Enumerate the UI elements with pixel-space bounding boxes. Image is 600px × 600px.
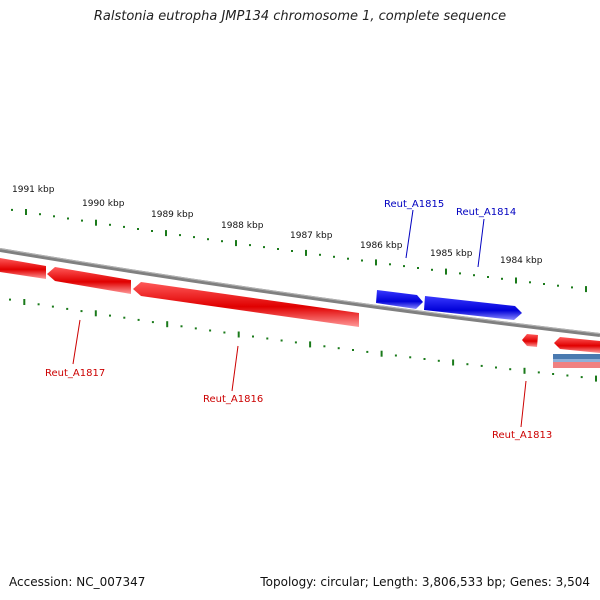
gene-feature-Reut_A1814[interactable] [424,296,522,320]
chromosome-backbone-highlight [0,248,600,335]
leader-line-Reut_A1814 [477,218,485,268]
leader-line-Reut_A1813 [520,380,527,428]
gene-label-Reut_A1813[interactable]: Reut_A1813 [492,430,552,441]
gene-feature-Reut_A1817[interactable] [47,267,131,294]
scale-label-1988: 1988 kbp [221,221,264,231]
feature-bar-steel-light[interactable] [553,359,600,362]
scale-label-1987: 1987 kbp [290,231,333,241]
gene-label-Reut_A1816[interactable]: Reut_A1816 [203,394,263,405]
reverse-strand-genes [0,258,600,353]
feature-bar-pink[interactable] [553,362,600,368]
gene-label-Reut_A1817[interactable]: Reut_A1817 [45,368,105,379]
topology-summary: Topology: circular; Length: 3,806,533 bp… [260,575,590,589]
leader-line-Reut_A1815 [405,209,414,259]
accession-text: Accession: NC_007347 [9,575,146,589]
scale-label-1991: 1991 kbp [12,185,55,195]
scale-ticks-inner [9,298,597,382]
scale-label-1989: 1989 kbp [151,210,194,220]
forward-strand-genes [376,290,522,320]
gene-label-Reut_A1815[interactable]: Reut_A1815 [384,199,444,210]
map-title: Ralstonia eutropha JMP134 chromosome 1, … [93,9,507,24]
scale-label-1985: 1985 kbp [430,249,473,259]
feature-bar-steel[interactable] [553,354,600,359]
gene-feature-left-edge[interactable] [0,258,46,279]
chromosome-backbone [0,248,600,337]
scale-label-1990: 1990 kbp [82,199,125,209]
leader-line-Reut_A1816 [231,345,239,392]
scale-label-1984: 1984 kbp [500,256,543,266]
gene-feature-Reut_A1813[interactable] [522,334,538,347]
scale-ticks-outer [11,208,587,293]
gene-feature-Reut_A1816[interactable] [133,282,359,327]
gene-label-Reut_A1814[interactable]: Reut_A1814 [456,207,516,218]
gene-feature-Reut_A1815[interactable] [376,290,423,309]
gene-feature-right-edge[interactable] [554,337,600,353]
leader-line-Reut_A1817 [72,319,81,365]
partial-features-right [553,354,600,368]
scale-label-1986: 1986 kbp [360,241,403,251]
